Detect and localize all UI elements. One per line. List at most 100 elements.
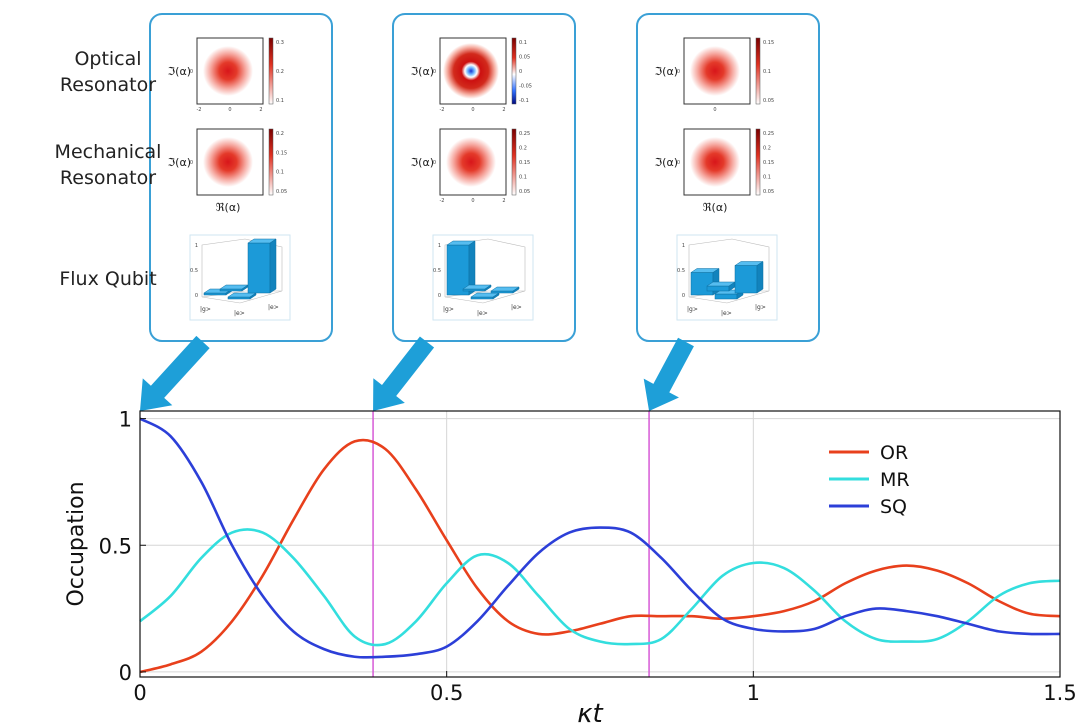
bar-side [269,238,277,294]
y-tick-label: 0 [119,661,132,685]
colorbar-tick: 0.15 [763,40,774,46]
colorbar-tick: 0.3 [276,40,284,46]
colorbar-tick: 0.05 [763,189,774,195]
chart-legend: OR MR SQ [829,442,910,518]
axis-tick: 0 [228,107,231,113]
bar-front [690,272,714,296]
occupation-chart: 0 0.5 1 1.5 0 0.5 1 κt Occupation OR MR SQ [64,408,1077,727]
x-tick-label: 1 [747,681,760,705]
colorbar-tick: 0.05 [276,189,287,195]
qubit-z-tick: 0.5 [433,268,441,274]
bar-front [203,292,227,296]
y-axis-label: Occupation [64,481,89,606]
colorbar [268,128,274,196]
real-axis-label: ℜ(α) [216,201,241,214]
bar-front [462,288,486,292]
qubit-bar-plot: 1 0.5 0 |g> |e> |e> [432,234,534,321]
qubit-floor [444,290,526,304]
colorbar-tick: 0 [519,69,522,75]
chart-grid [140,411,1060,677]
wigner-blob [203,46,253,96]
optical-wigner-plot: 0.10.050-0.05-0.1-2 0 20ℑ(α) [410,37,532,113]
bar-side [756,261,764,294]
ket-label: |e> [268,304,279,311]
colorbar-tick: 0.1 [276,98,284,104]
axis-tick: 0 [433,69,436,75]
axis-tick: 0 [713,107,716,113]
ket-label: |g> [687,306,698,313]
axis-tick: 0 [677,160,680,166]
row-label-mechanical-text: Mechanical Resonator [54,141,162,189]
optical-wigner-plot: 0.30.20.1-2 0 20ℑ(α) [167,37,284,113]
bar-front [247,242,271,294]
ket-label: |e> [234,310,245,317]
colorbar-tick: 0.1 [763,69,771,75]
axis-tick: 2 [259,107,262,113]
legend-label-or: OR [880,442,908,464]
qubit-z-tick: 1 [682,243,685,249]
row-label-optical-text: Optical Resonator [59,48,157,96]
qubit-bar-2 [227,292,257,300]
qubit-z-tick: 1 [438,243,441,249]
state-panel-1: 0.30.20.1-2 0 20ℑ(α)0.20.150.10.050ℑ(α)ℜ(α… [149,13,333,342]
colorbar [268,37,274,105]
mechanical-wigner-plot: 0.250.20.150.10.05-2 0 20ℑ(α) [410,128,530,204]
series-line-or [139,438,1061,674]
qubit-bar-3 [706,281,736,292]
plot-frame [139,410,1061,678]
axis-tick: 0 [471,107,474,113]
series-line-sq [139,417,1061,659]
qubit-bar-2 [470,292,500,300]
qubit-back-wall [688,238,770,297]
colorbar-tick: 0.2 [763,146,771,152]
legend-label-mr: MR [880,469,910,491]
panels-layer: 0.30.20.1-2 0 20ℑ(α)0.20.150.10.050ℑ(α)ℜ(α… [149,13,820,342]
colorbar [511,128,517,196]
panel-arrow-3 [643,337,694,411]
colorbar-tick: 0.15 [276,150,287,156]
qubit-z-tick: 0.5 [677,268,685,274]
row-label-flux: Flux Qubit [48,266,168,292]
wigner-ring [443,43,499,99]
qubit-back-wall [444,238,526,297]
bar-front [227,296,251,300]
ket-label: |g> [443,306,454,313]
imaginary-axis-label: ℑ(α) [410,65,434,78]
qubit-bar-plot: 1 0.5 0 |g> |e> |e> [189,234,291,321]
qubit-z-tick: 0 [195,293,198,299]
ket-label: |g> [755,304,766,311]
bar-front [734,265,758,294]
colorbar-tick: 0.05 [763,98,774,104]
qubit-z-tick: 0 [682,293,685,299]
axis-tick: 0 [190,160,193,166]
colorbar-tick: -0.05 [519,84,532,90]
x-tick-label: 0.5 [430,681,463,705]
bar-side [249,292,257,300]
bar-side [492,292,500,300]
colorbar-tick: 0.1 [763,175,771,181]
colorbar-tick: 0.25 [519,131,530,137]
qubit-z-tick: 1 [195,243,198,249]
axis-tick: 0 [433,160,436,166]
ket-label: |e> [721,310,732,317]
qubit-back-wall [201,238,283,297]
colorbar-tick: 0.25 [763,131,774,137]
qubit-bar-4 [490,286,520,294]
axis-tick: 0 [471,198,474,204]
colorbar-tick: 0.15 [763,160,774,166]
colorbar-tick: 0.2 [519,146,527,152]
bar-front [714,293,738,300]
bar-side [484,284,492,292]
colorbar [511,37,517,105]
qubit-bar-1 [446,240,476,296]
bar-front [490,290,514,294]
panel-arrow-1 [140,335,210,412]
x-tick-label: 0 [133,681,146,705]
wigner-blob [690,137,740,187]
axis-tick: -2 [197,107,202,113]
bar-front [706,285,730,292]
colorbar-tick: 0.05 [519,189,530,195]
row-label-optical: Optical Resonator [48,46,168,98]
